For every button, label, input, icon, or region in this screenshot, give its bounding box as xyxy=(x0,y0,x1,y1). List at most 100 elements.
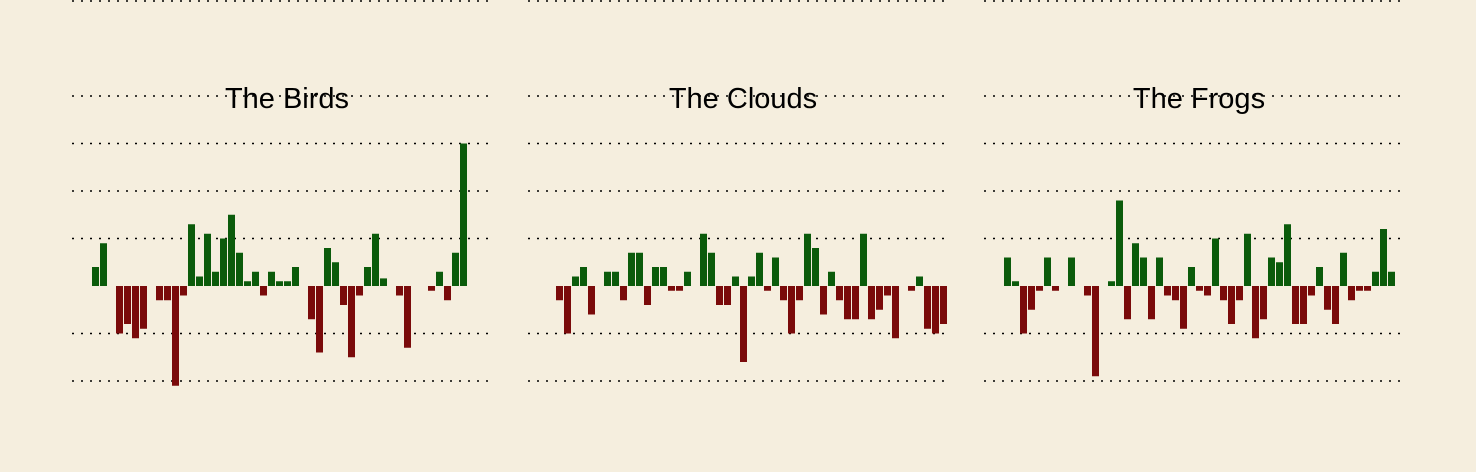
bar xyxy=(380,278,387,286)
bar xyxy=(1380,229,1387,286)
bar xyxy=(116,286,123,334)
bar xyxy=(876,286,883,310)
bar xyxy=(244,281,251,286)
bar xyxy=(652,267,659,286)
bar xyxy=(732,276,739,286)
bar xyxy=(1244,233,1251,286)
bar xyxy=(932,286,939,334)
bar xyxy=(348,286,355,358)
bar xyxy=(636,252,643,286)
bar xyxy=(1204,286,1211,296)
bar xyxy=(796,286,803,301)
bar xyxy=(1044,257,1051,286)
bar xyxy=(804,233,811,286)
bar xyxy=(1260,286,1267,320)
bar xyxy=(604,271,611,286)
bar xyxy=(452,252,459,286)
bar xyxy=(772,257,779,286)
bar xyxy=(1116,200,1123,286)
bar xyxy=(396,286,403,296)
panel-the-frogs: The Frogs xyxy=(984,0,1406,382)
bar xyxy=(884,286,891,296)
bar xyxy=(708,252,715,286)
bar xyxy=(372,233,379,286)
bar xyxy=(100,243,107,286)
bar xyxy=(1364,286,1371,291)
bar xyxy=(556,286,563,301)
bar xyxy=(124,286,131,324)
bar xyxy=(276,281,283,286)
bar xyxy=(868,286,875,320)
bar xyxy=(1124,286,1131,320)
bar xyxy=(836,286,843,301)
bar xyxy=(564,286,571,334)
bar xyxy=(204,233,211,286)
bar xyxy=(1108,281,1115,286)
bar xyxy=(1212,238,1219,286)
bar xyxy=(852,286,859,320)
bar xyxy=(628,252,635,286)
bar xyxy=(780,286,787,301)
bar xyxy=(1164,286,1171,296)
bar xyxy=(332,262,339,286)
bar xyxy=(92,267,99,286)
bar xyxy=(1324,286,1331,310)
bar xyxy=(1180,286,1187,329)
bar xyxy=(1340,252,1347,286)
bar xyxy=(444,286,451,301)
bar xyxy=(756,252,763,286)
bar xyxy=(940,286,947,324)
bar xyxy=(1172,286,1179,301)
bars xyxy=(92,143,467,386)
bar xyxy=(212,271,219,286)
bar xyxy=(324,248,331,286)
bar xyxy=(292,267,299,286)
bar xyxy=(1276,262,1283,286)
bar xyxy=(1148,286,1155,320)
bar xyxy=(1036,286,1043,291)
panel-the-birds: The Birds xyxy=(72,0,494,386)
bar xyxy=(844,286,851,320)
bar xyxy=(340,286,347,305)
bar xyxy=(460,143,467,286)
bar xyxy=(1132,243,1139,286)
bar xyxy=(268,271,275,286)
bar xyxy=(284,281,291,286)
bar xyxy=(820,286,827,315)
bar xyxy=(316,286,323,353)
bars xyxy=(556,233,947,362)
bar xyxy=(1316,267,1323,286)
bar xyxy=(1356,286,1363,291)
bar xyxy=(404,286,411,348)
bar xyxy=(892,286,899,339)
panel-title: The Frogs xyxy=(1133,83,1265,115)
gridlines xyxy=(984,0,1406,382)
bar xyxy=(1292,286,1299,324)
bar xyxy=(1188,267,1195,286)
bar xyxy=(1140,257,1147,286)
bar xyxy=(1284,224,1291,286)
bar xyxy=(860,233,867,286)
bar xyxy=(364,267,371,286)
bar xyxy=(1012,281,1019,286)
bar xyxy=(684,271,691,286)
bar xyxy=(436,271,443,286)
bar xyxy=(700,233,707,286)
bar xyxy=(164,286,171,301)
bar xyxy=(1300,286,1307,324)
bar xyxy=(1348,286,1355,301)
bar xyxy=(1268,257,1275,286)
bar xyxy=(1332,286,1339,324)
bar xyxy=(828,271,835,286)
bar xyxy=(788,286,795,334)
bar xyxy=(1252,286,1259,339)
bar xyxy=(236,252,243,286)
bar xyxy=(588,286,595,315)
bar xyxy=(252,271,259,286)
bar xyxy=(740,286,747,362)
bar xyxy=(140,286,147,329)
bar xyxy=(612,271,619,286)
bar xyxy=(1004,257,1011,286)
bar xyxy=(1388,271,1395,286)
